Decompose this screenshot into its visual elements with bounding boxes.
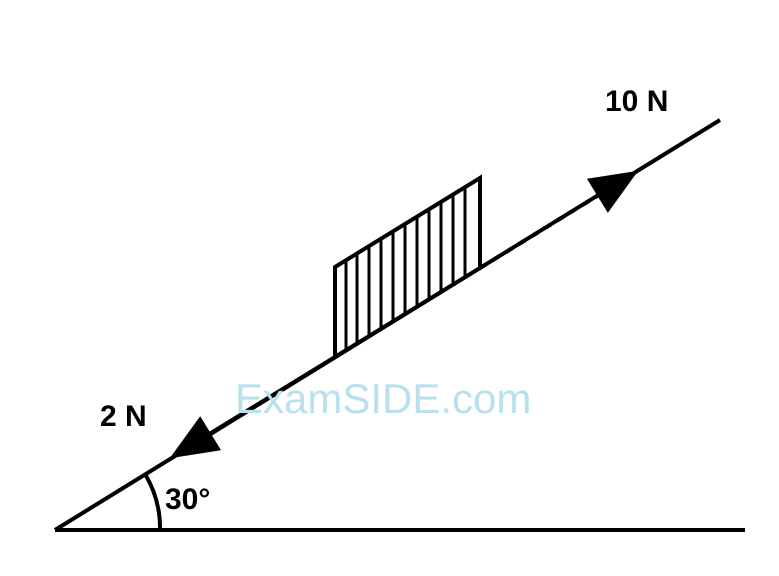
block [335, 178, 480, 357]
force-down-label: 2 N [100, 400, 147, 434]
force-up-label: 10 N [605, 85, 668, 119]
angle-label: 30° [165, 483, 210, 517]
angle-arc [145, 474, 160, 530]
watermark-text: ExamSIDE.com [235, 375, 531, 423]
